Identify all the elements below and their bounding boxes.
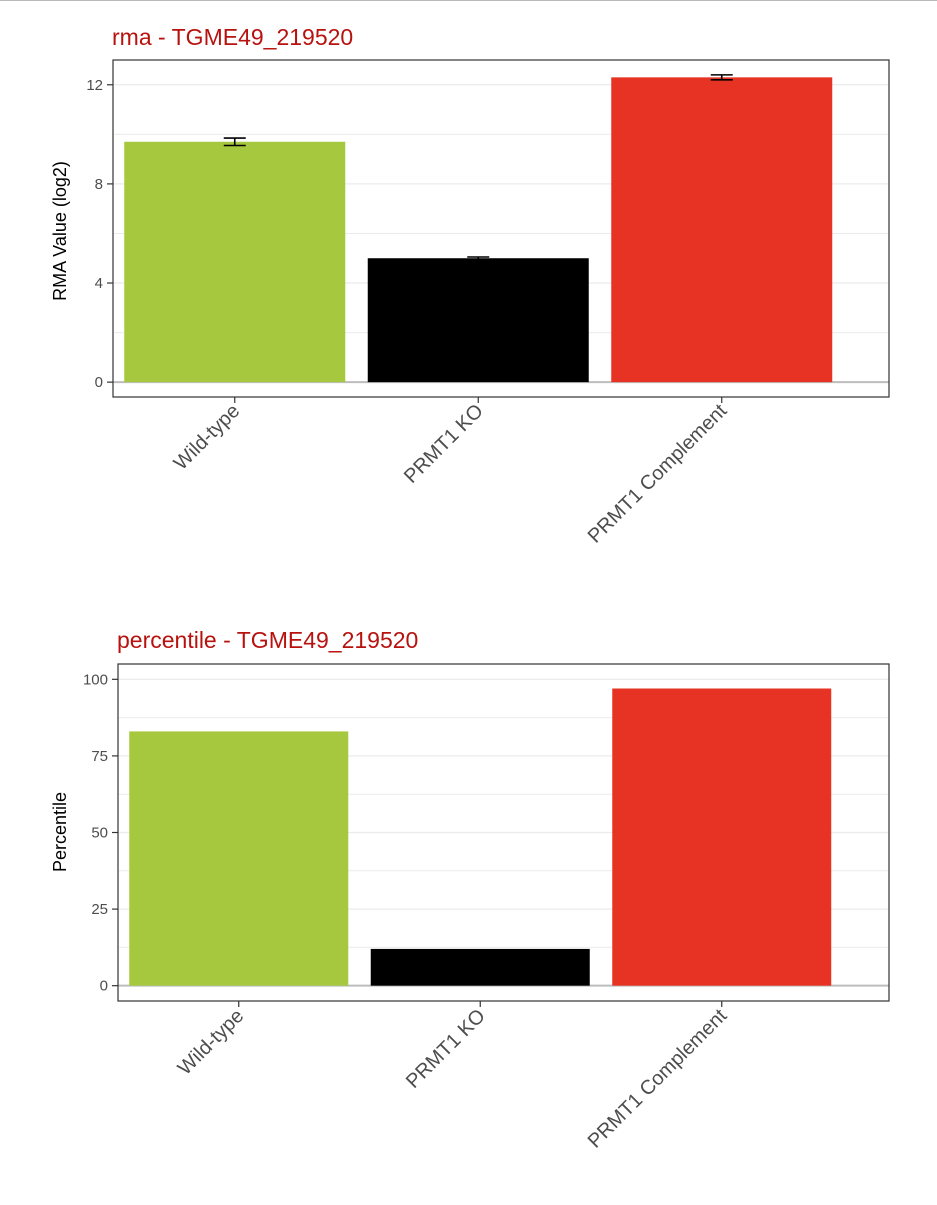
rma-y-axis-title: RMA Value (log2) <box>50 161 70 301</box>
top-divider <box>0 0 937 1</box>
percentile-y-tick-label: 75 <box>91 748 108 765</box>
rma-chart-title: rma - TGME49_219520 <box>112 24 353 50</box>
percentile-y-tick-label: 100 <box>83 671 108 688</box>
percentile-y-tick-label: 0 <box>100 978 108 995</box>
percentile-y-tick-label: 50 <box>91 825 108 842</box>
rma-bar <box>367 258 589 383</box>
percentile-category-label: PRMT1 KO <box>402 1005 490 1093</box>
rma-category-label: PRMT1 KO <box>400 400 488 488</box>
percentile-category-label: PRMT1 Complement <box>584 1005 732 1153</box>
percentile-category-label: Wild-type <box>174 1005 249 1080</box>
rma-error-bar <box>467 256 490 261</box>
rma-y-tick-label: 8 <box>95 176 103 193</box>
percentile-chart-title: percentile - TGME49_219520 <box>117 627 418 653</box>
rma-y-tick-label: 0 <box>95 374 103 391</box>
percentile-panel-border <box>117 663 890 1002</box>
percentile-bar <box>612 688 832 986</box>
rma-panel-border <box>112 59 890 398</box>
rma-error-bar <box>223 137 246 147</box>
rma-y-tick-label: 12 <box>86 77 103 94</box>
rma-bar <box>611 77 833 383</box>
percentile-y-axis-title: Percentile <box>50 792 70 872</box>
rma-error-bar <box>710 74 733 81</box>
percentile-y-tick-label: 25 <box>91 901 108 918</box>
rma-bar <box>124 141 346 383</box>
rma-chart: 0 4 8 12 Wild-type PRMT1 KO PRMT1 Complement <box>86 59 890 548</box>
percentile-bar <box>129 731 349 986</box>
rma-y-tick-label: 4 <box>95 275 103 292</box>
rma-category-label: PRMT1 Complement <box>584 400 732 548</box>
rma-category-label: Wild-type <box>170 400 245 475</box>
percentile-chart: 0 25 50 75 100 Wild-type PRMT1 KO PRMT1 Complem… <box>83 663 890 1153</box>
percentile-bar <box>370 948 590 986</box>
